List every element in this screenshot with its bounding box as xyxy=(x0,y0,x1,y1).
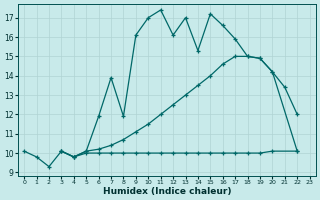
X-axis label: Humidex (Indice chaleur): Humidex (Indice chaleur) xyxy=(103,187,231,196)
